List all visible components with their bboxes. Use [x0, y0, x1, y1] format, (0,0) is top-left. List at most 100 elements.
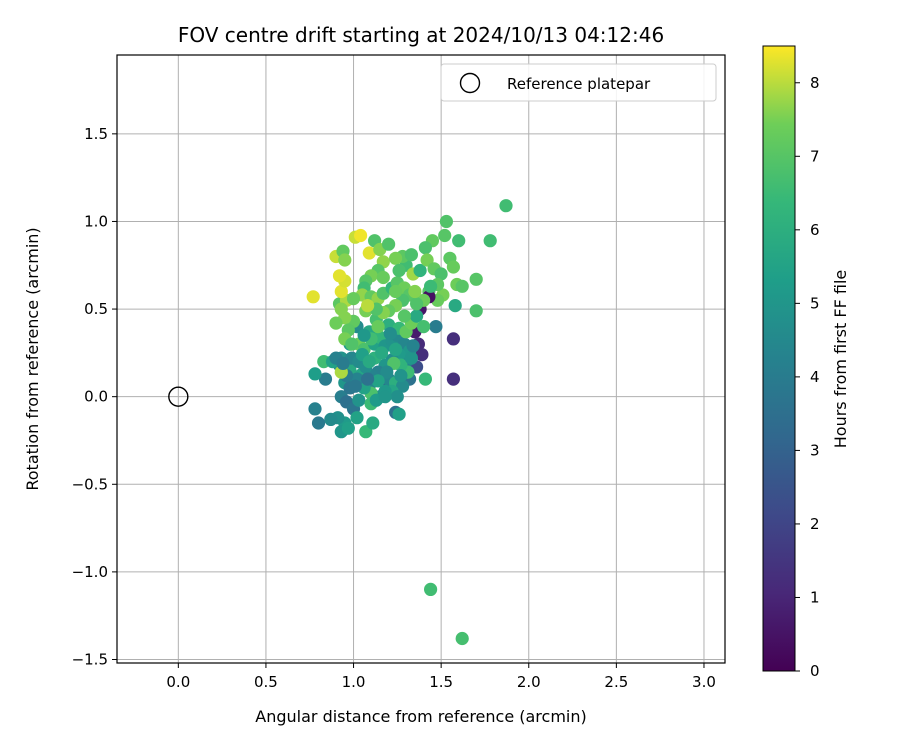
- data-point: [361, 372, 375, 386]
- data-point: [434, 267, 448, 281]
- x-axis-label: Angular distance from reference (arcmin): [255, 707, 586, 726]
- data-point: [311, 416, 326, 430]
- data-point: [306, 290, 320, 304]
- data-point: [469, 304, 483, 318]
- colorbar-tick-label: 4: [810, 368, 820, 386]
- colorbar-tick-label: 7: [810, 147, 820, 165]
- plot-frame: [116, 54, 726, 664]
- x-tick-label: 2.5: [604, 673, 628, 691]
- data-point: [446, 260, 460, 274]
- x-tick-label: 3.0: [692, 673, 716, 691]
- data-point: [376, 270, 390, 285]
- data-point: [410, 297, 424, 311]
- data-point: [334, 302, 348, 316]
- grid-lines: [117, 55, 725, 663]
- colorbar: 0 1 2 3 4 5 6 7 8 Hours from first FF file: [762, 45, 850, 680]
- data-point: [396, 379, 410, 393]
- data-point: [389, 342, 403, 356]
- legend: Reference platepar: [440, 63, 717, 102]
- data-point: [329, 316, 343, 330]
- data-point: [413, 263, 427, 278]
- data-point: [446, 372, 460, 386]
- data-point: [308, 402, 322, 416]
- colorbar-gradient: [762, 45, 796, 672]
- data-point: [371, 320, 385, 334]
- data-point: [446, 332, 460, 346]
- y-tick-label: 0.0: [84, 388, 108, 406]
- colorbar-tick-label: 1: [810, 588, 820, 606]
- data-point: [483, 234, 497, 248]
- legend-box: [440, 63, 717, 102]
- data-point: [424, 582, 438, 597]
- chart-title: FOV centre drift starting at 2024/10/13 …: [178, 23, 664, 47]
- data-point: [408, 284, 422, 299]
- data-point: [346, 292, 361, 306]
- data-point: [424, 279, 438, 293]
- data-point: [352, 393, 366, 407]
- data-point: [357, 328, 371, 342]
- colorbar-tick-label: 6: [810, 221, 820, 239]
- x-tick-label: 1.0: [342, 673, 366, 691]
- y-axis-ticks: −1.5 −1.0 −0.5 0.0 0.5 1.0 1.5: [72, 125, 117, 668]
- data-point: [366, 416, 380, 430]
- data-point: [392, 263, 406, 278]
- data-point: [336, 356, 350, 370]
- data-point: [382, 237, 396, 251]
- x-tick-label: 0.0: [166, 673, 190, 691]
- data-point: [438, 228, 452, 243]
- data-point: [404, 248, 418, 262]
- x-tick-label: 2.0: [517, 673, 541, 691]
- data-point: [415, 348, 429, 362]
- y-tick-label: −1.0: [72, 563, 108, 581]
- data-point: [375, 346, 389, 360]
- data-point: [420, 253, 434, 267]
- data-point: [324, 412, 338, 426]
- data-point: [378, 390, 392, 404]
- data-point: [354, 228, 368, 243]
- data-point: [455, 631, 469, 646]
- data-point: [362, 246, 376, 260]
- reference-platepar-marker: [168, 386, 189, 407]
- legend-reference-marker: [459, 72, 481, 94]
- data-point: [429, 320, 443, 334]
- data-point: [361, 299, 375, 313]
- y-tick-label: 1.5: [84, 125, 108, 143]
- data-point: [380, 365, 394, 379]
- data-point: [318, 372, 333, 386]
- colorbar-tick-label: 8: [810, 74, 820, 92]
- data-point: [469, 272, 483, 286]
- x-tick-label: 1.5: [429, 673, 453, 691]
- colorbar-ticks: 0 1 2 3 4 5 6 7 8: [795, 74, 820, 680]
- data-point: [499, 199, 513, 213]
- colorbar-tick-label: 0: [810, 662, 820, 680]
- data-point: [404, 351, 418, 365]
- data-point: [345, 337, 359, 351]
- data-point: [418, 372, 432, 386]
- data-point: [389, 284, 403, 299]
- y-tick-label: −0.5: [72, 475, 108, 493]
- data-point: [362, 355, 376, 369]
- data-point: [389, 251, 403, 265]
- y-tick-label: −1.5: [72, 650, 108, 668]
- data-point: [392, 407, 406, 421]
- data-point: [332, 269, 347, 283]
- data-point: [452, 234, 466, 248]
- reference-marker-layer: [168, 386, 189, 407]
- x-axis-ticks: 0.0 0.5 1.0 1.5 2.0 2.5 3.0: [166, 663, 716, 691]
- data-point: [338, 253, 352, 267]
- x-tick-label: 0.5: [254, 673, 278, 691]
- y-tick-label: 0.5: [84, 300, 108, 318]
- colorbar-label: Hours from first FF file: [831, 270, 850, 449]
- data-point: [383, 327, 397, 341]
- data-point: [448, 299, 462, 313]
- colorbar-tick-label: 2: [810, 515, 820, 533]
- data-point: [334, 284, 348, 299]
- colorbar-tick-label: 3: [810, 441, 820, 459]
- data-point: [390, 390, 404, 404]
- data-point: [350, 411, 364, 425]
- data-point: [439, 214, 453, 229]
- legend-label: Reference platepar: [507, 75, 651, 93]
- y-tick-label: 1.0: [84, 212, 108, 230]
- data-point: [417, 320, 431, 334]
